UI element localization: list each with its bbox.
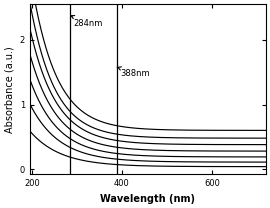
Text: 284nm: 284nm [71, 16, 103, 28]
Text: 388nm: 388nm [117, 67, 150, 78]
Y-axis label: Absorbance (a.u.): Absorbance (a.u.) [4, 46, 14, 133]
X-axis label: Wavelength (nm): Wavelength (nm) [100, 194, 195, 204]
